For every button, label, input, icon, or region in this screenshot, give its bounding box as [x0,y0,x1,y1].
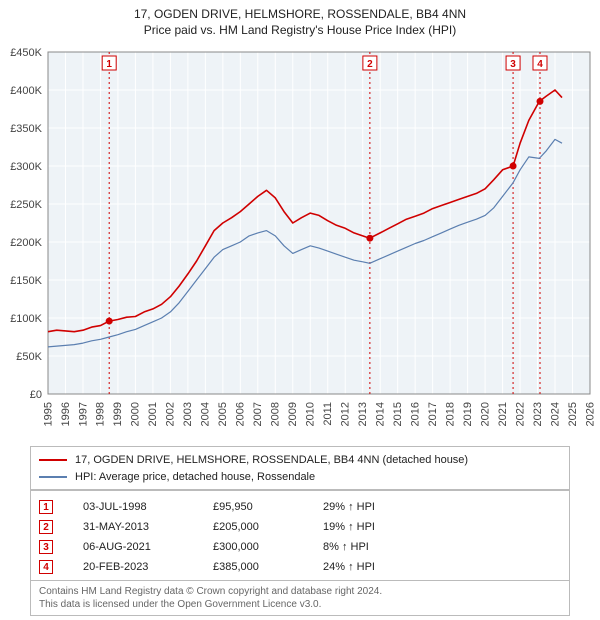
svg-text:2018: 2018 [444,402,456,426]
svg-text:2010: 2010 [305,402,317,426]
svg-text:£450K: £450K [10,47,42,59]
sale-price: £205,000 [213,521,323,533]
svg-text:2017: 2017 [427,402,439,426]
legend: 17, OGDEN DRIVE, HELMSHORE, ROSSENDALE, … [30,446,570,490]
sale-marker: 4 [39,560,53,574]
svg-text:£0: £0 [30,389,42,401]
sale-marker: 2 [39,520,53,534]
sale-row: 3 06-AUG-2021£300,0008% ↑ HPI [39,537,561,557]
sale-diff: 24% ↑ HPI [323,561,443,573]
legend-swatch-property [39,459,67,461]
title-block: 17, OGDEN DRIVE, HELMSHORE, ROSSENDALE, … [0,0,600,38]
svg-text:2005: 2005 [217,402,229,426]
svg-text:2007: 2007 [252,402,264,426]
svg-text:2002: 2002 [165,402,177,426]
svg-text:£350K: £350K [10,123,42,135]
svg-text:2023: 2023 [532,402,544,426]
svg-text:2: 2 [367,59,373,70]
svg-text:2000: 2000 [130,402,142,426]
sale-marker: 1 [39,500,53,514]
svg-text:£150K: £150K [10,275,42,287]
sales-table: 1 03-JUL-1998£95,95029% ↑ HPI 2 31-MAY-2013… [30,490,570,584]
svg-text:2015: 2015 [392,402,404,426]
svg-text:1997: 1997 [77,402,89,426]
svg-text:3: 3 [510,59,516,70]
svg-text:1996: 1996 [60,402,72,426]
svg-text:2008: 2008 [270,402,282,426]
legend-label-hpi: HPI: Average price, detached house, Ross… [75,469,315,486]
svg-text:2003: 2003 [182,402,194,426]
sale-date: 03-JUL-1998 [83,501,213,513]
svg-text:2004: 2004 [200,402,212,426]
svg-text:2006: 2006 [235,402,247,426]
svg-text:£300K: £300K [10,161,42,173]
svg-text:2012: 2012 [340,402,352,426]
sale-price: £300,000 [213,541,323,553]
svg-text:1999: 1999 [112,402,124,426]
svg-text:2001: 2001 [147,402,159,426]
svg-text:2011: 2011 [322,402,334,426]
legend-label-property: 17, OGDEN DRIVE, HELMSHORE, ROSSENDALE, … [75,452,468,469]
price-chart: £0 £50K £100K £150K £200K £250K £300K £350K £400… [0,42,600,442]
svg-text:2020: 2020 [479,402,491,426]
sale-price: £95,950 [213,501,323,513]
svg-text:2024: 2024 [549,402,561,426]
svg-text:2022: 2022 [514,402,526,426]
sale-date: 06-AUG-2021 [83,541,213,553]
svg-text:£250K: £250K [10,199,42,211]
svg-text:2016: 2016 [409,402,421,426]
sale-diff: 19% ↑ HPI [323,521,443,533]
svg-text:2013: 2013 [357,402,369,426]
footer-line-1: Contains HM Land Registry data © Crown c… [39,585,561,598]
sale-diff: 29% ↑ HPI [323,501,443,513]
svg-text:£400K: £400K [10,85,42,97]
svg-text:2026: 2026 [584,402,596,426]
sale-price: £385,000 [213,561,323,573]
footer: Contains HM Land Registry data © Crown c… [30,580,570,616]
legend-item-hpi: HPI: Average price, detached house, Ross… [39,469,561,486]
svg-text:2021: 2021 [497,402,509,426]
svg-text:1998: 1998 [95,402,107,426]
legend-item-property: 17, OGDEN DRIVE, HELMSHORE, ROSSENDALE, … [39,452,561,469]
page-container: 17, OGDEN DRIVE, HELMSHORE, ROSSENDALE, … [0,0,600,620]
svg-text:£200K: £200K [10,237,42,249]
svg-text:4: 4 [537,59,543,70]
sale-date: 31-MAY-2013 [83,521,213,533]
sale-date: 20-FEB-2023 [83,561,213,573]
footer-line-2: This data is licensed under the Open Gov… [39,598,561,611]
svg-text:2025: 2025 [567,402,579,426]
sale-row: 2 31-MAY-2013£205,00019% ↑ HPI [39,517,561,537]
svg-text:2009: 2009 [287,402,299,426]
svg-text:2014: 2014 [374,402,386,426]
svg-text:£50K: £50K [16,351,42,363]
sale-diff: 8% ↑ HPI [323,541,443,553]
sale-row: 1 03-JUL-1998£95,95029% ↑ HPI [39,497,561,517]
title-line-2: Price paid vs. HM Land Registry's House … [0,22,600,38]
legend-swatch-hpi [39,476,67,478]
svg-text:2019: 2019 [462,402,474,426]
svg-text:1995: 1995 [42,402,54,426]
svg-text:1: 1 [106,59,112,70]
svg-text:£100K: £100K [10,313,42,325]
sale-marker: 3 [39,540,53,554]
title-line-1: 17, OGDEN DRIVE, HELMSHORE, ROSSENDALE, … [0,6,600,22]
sale-row: 4 20-FEB-2023£385,00024% ↑ HPI [39,557,561,577]
chart-area: £0 £50K £100K £150K £200K £250K £300K £350K £400… [0,42,600,442]
